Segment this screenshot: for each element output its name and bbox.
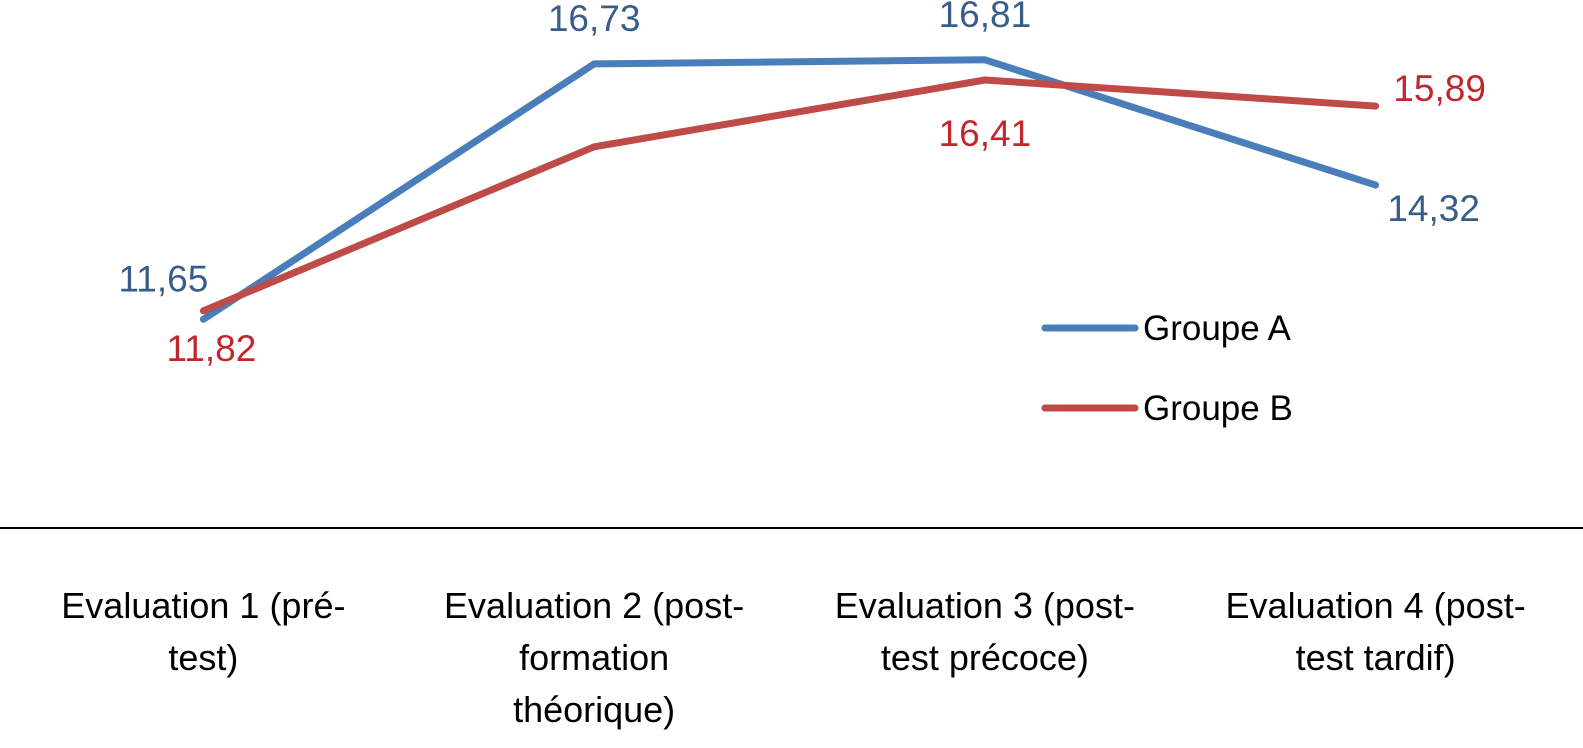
series-line-1 — [199, 56, 1380, 323]
data-label: 16,73 — [548, 0, 641, 39]
data-labels: 11,65 16,73 16,81 14,32 11,82 16,41 15,89 — [118, 0, 1485, 369]
category-label: Evaluation 1 (pré-test) — [61, 585, 345, 678]
data-label: 11,65 — [118, 258, 208, 299]
category-label: Evaluation 2 (post-formation théorique) — [444, 585, 744, 730]
category-label: Evaluation 4 (post-test tardif) — [1226, 585, 1526, 678]
data-label: 15,89 — [1393, 68, 1486, 109]
data-label: 16,81 — [939, 0, 1032, 35]
category-labels: Evaluation 1 (pré-test) Evaluation 2 (pos… — [61, 585, 1525, 730]
series-line-2 — [199, 76, 1380, 315]
data-label: 16,41 — [939, 113, 1032, 154]
legend-label: Groupe B — [1143, 389, 1293, 428]
series-lines — [199, 56, 1380, 323]
category-label: Evaluation 3 (post-test précoce) — [835, 585, 1135, 678]
legend-label: Groupe A — [1143, 309, 1292, 348]
data-label: 11,82 — [166, 328, 256, 369]
legend: Groupe A Groupe B — [1041, 309, 1293, 428]
data-label: 14,32 — [1387, 188, 1480, 229]
